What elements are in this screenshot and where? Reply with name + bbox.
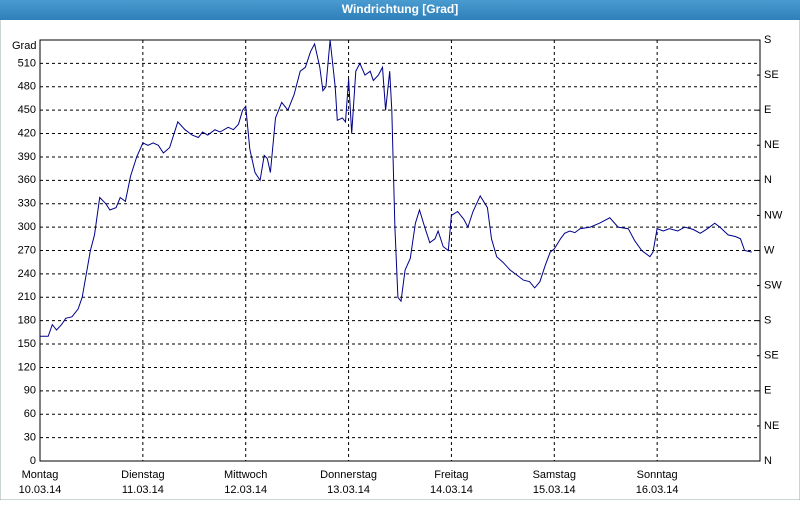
y-tick-label: 240 xyxy=(18,268,36,280)
y2-tick-label: NE xyxy=(764,139,779,151)
x-tick-label: Freitag xyxy=(434,469,468,481)
x-tick-label: Donnerstag xyxy=(320,469,377,481)
y-tick-label: 510 xyxy=(18,57,36,69)
y-tick-label: 150 xyxy=(18,338,36,350)
y2-tick-label: SE xyxy=(764,350,779,362)
x-tick-date: 10.03.14 xyxy=(19,484,62,496)
x-tick-date: 16.03.14 xyxy=(636,484,679,496)
y-tick-label: 420 xyxy=(18,127,36,139)
y-axis-label: Grad xyxy=(12,40,36,52)
line-series xyxy=(40,39,752,337)
y2-tick-label: S xyxy=(764,315,771,327)
y-tick-label: 60 xyxy=(24,408,36,420)
y2-tick-label: E xyxy=(764,104,771,116)
title-bar xyxy=(0,0,800,20)
y2-tick-label: NE xyxy=(764,420,779,432)
x-tick-label: Dienstag xyxy=(121,469,164,481)
y2-tick-label: N xyxy=(764,455,772,467)
y-tick-label: 210 xyxy=(18,291,36,303)
y-tick-label: 330 xyxy=(18,198,36,210)
y-tick-label: 390 xyxy=(18,151,36,163)
y-tick-label: 360 xyxy=(18,174,36,186)
y-tick-label: 450 xyxy=(18,104,36,116)
y2-tick-label: NW xyxy=(764,209,783,221)
y-tick-label: 270 xyxy=(18,244,36,256)
y2-tick-label: SW xyxy=(764,279,782,291)
x-tick-label: Mittwoch xyxy=(224,469,267,481)
x-tick-label: Samstag xyxy=(533,469,576,481)
y2-tick-label: S xyxy=(764,34,771,46)
y-tick-label: 30 xyxy=(24,432,36,444)
y-tick-label: 120 xyxy=(18,361,36,373)
y2-tick-label: E xyxy=(764,385,771,397)
y-tick-label: 480 xyxy=(18,81,36,93)
x-tick-date: 11.03.14 xyxy=(122,484,164,496)
x-tick-date: 14.03.14 xyxy=(430,484,473,496)
y-tick-label: 0 xyxy=(30,455,36,467)
x-tick-label: Sonntag xyxy=(637,469,678,481)
y-tick-label: 180 xyxy=(18,315,36,327)
y-tick-label: 300 xyxy=(18,221,36,233)
y2-tick-label: W xyxy=(764,244,775,256)
x-tick-label: Montag xyxy=(22,469,59,481)
x-tick-date: 15.03.14 xyxy=(533,484,576,496)
x-tick-date: 12.03.14 xyxy=(224,484,267,496)
x-tick-date: 13.03.14 xyxy=(327,484,370,496)
y2-tick-label: N xyxy=(764,174,772,186)
y2-tick-label: SE xyxy=(764,69,779,81)
y-tick-label: 90 xyxy=(24,385,36,397)
chart-title: Windrichtung [Grad] xyxy=(342,2,459,16)
